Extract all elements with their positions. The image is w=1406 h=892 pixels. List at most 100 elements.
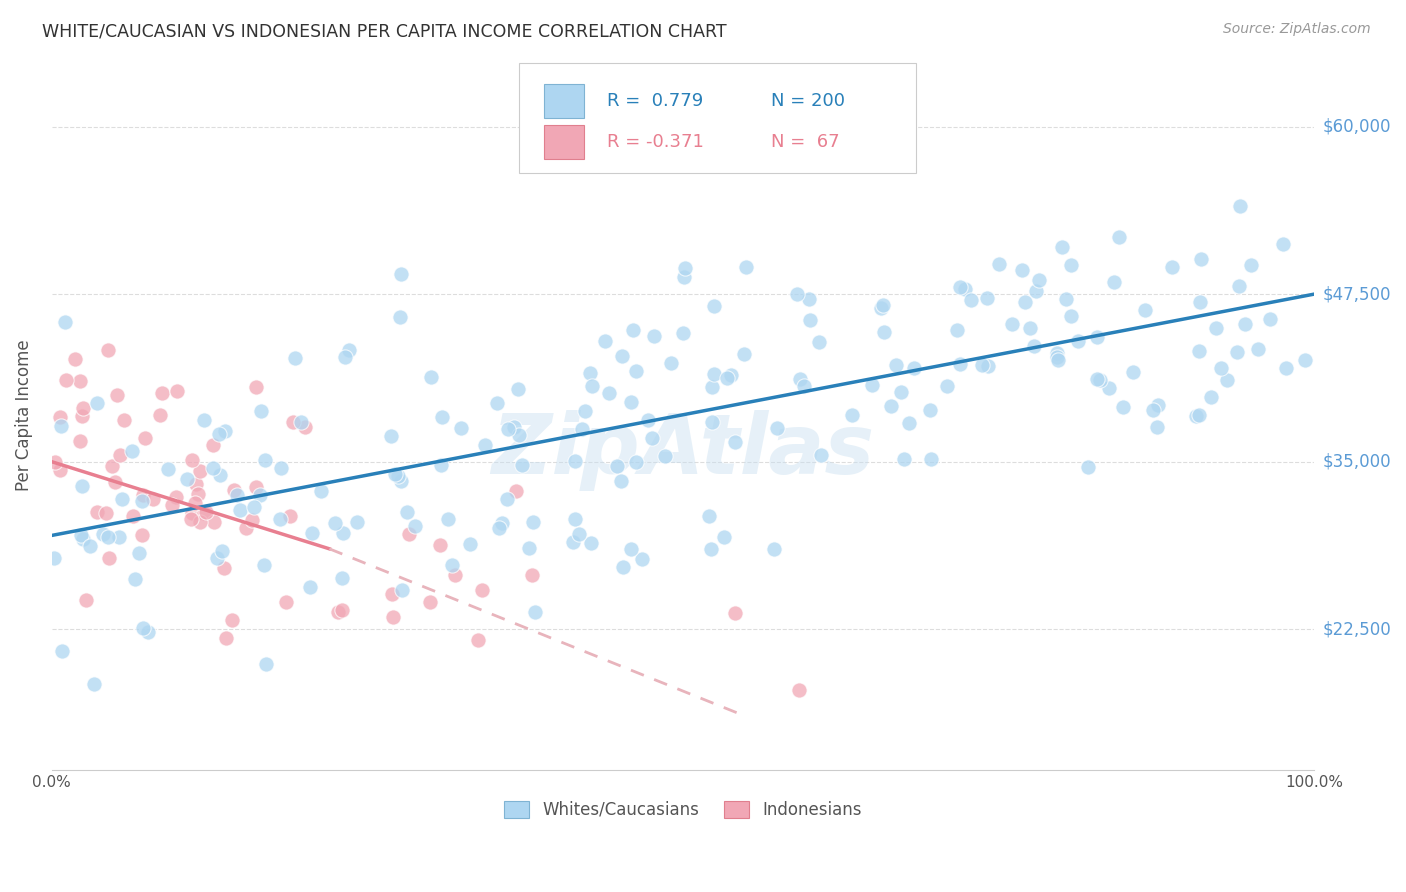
Point	[208, 467, 231, 482]
Point	[631, 552, 654, 566]
Point	[702, 380, 724, 394]
Point	[284, 351, 307, 365]
Point	[65, 352, 87, 367]
Point	[184, 476, 207, 491]
Point	[786, 286, 808, 301]
Point	[249, 488, 271, 502]
Point	[568, 527, 591, 541]
Point	[872, 297, 894, 311]
Point	[245, 380, 267, 394]
Point	[1046, 352, 1069, 367]
Point	[571, 422, 593, 436]
Point	[1160, 260, 1182, 274]
Point	[920, 452, 942, 467]
Text: $47,500: $47,500	[1322, 285, 1391, 303]
Point	[799, 312, 821, 326]
Point	[193, 413, 215, 427]
Point	[381, 609, 404, 624]
Point	[637, 413, 659, 427]
Point	[1258, 311, 1281, 326]
Point	[1050, 240, 1073, 254]
Point	[294, 420, 316, 434]
Point	[335, 350, 357, 364]
Point	[641, 431, 664, 445]
Point	[624, 364, 647, 378]
Point	[97, 531, 120, 545]
Text: $22,500: $22,500	[1322, 620, 1391, 639]
Point	[626, 455, 648, 469]
Point	[1046, 350, 1069, 364]
Point	[1275, 361, 1298, 376]
Point	[96, 506, 118, 520]
Point	[1205, 321, 1227, 335]
Point	[1226, 345, 1249, 359]
Legend: Whites/Caucasians, Indonesians: Whites/Caucasians, Indonesians	[498, 794, 869, 826]
Text: N =  67: N = 67	[770, 133, 839, 151]
Point	[254, 657, 277, 672]
Point	[131, 494, 153, 508]
Point	[430, 410, 453, 425]
Point	[1054, 292, 1077, 306]
Point	[724, 606, 747, 620]
Text: $35,000: $35,000	[1322, 453, 1391, 471]
Point	[91, 526, 114, 541]
Point	[221, 613, 243, 627]
Point	[188, 464, 211, 478]
Point	[207, 551, 229, 566]
Point	[222, 483, 245, 497]
Point	[187, 487, 209, 501]
Point	[396, 505, 419, 519]
Point	[564, 512, 586, 526]
Point	[870, 301, 893, 315]
Point	[281, 415, 304, 429]
Point	[672, 326, 695, 340]
Point	[212, 561, 235, 575]
Point	[1025, 285, 1047, 299]
Point	[1018, 320, 1040, 334]
Point	[180, 512, 202, 526]
Point	[387, 468, 409, 483]
Point	[70, 528, 93, 542]
Point	[948, 357, 970, 371]
Point	[880, 399, 903, 413]
Point	[389, 474, 412, 488]
Point	[1001, 317, 1024, 331]
Point	[97, 343, 120, 357]
Point	[86, 505, 108, 519]
Point	[860, 377, 883, 392]
Point	[254, 453, 277, 467]
Text: R = -0.371: R = -0.371	[607, 133, 704, 151]
Point	[1294, 352, 1316, 367]
Point	[1108, 230, 1130, 244]
Point	[70, 409, 93, 423]
Point	[458, 537, 481, 551]
Point	[517, 541, 540, 556]
Point	[581, 379, 603, 393]
Point	[703, 299, 725, 313]
Point	[659, 356, 682, 370]
Point	[1102, 275, 1125, 289]
Point	[724, 434, 747, 449]
Text: ZipAtlas: ZipAtlas	[491, 409, 875, 491]
Y-axis label: Per Capita Income: Per Capita Income	[15, 339, 32, 491]
Text: WHITE/CAUCASIAN VS INDONESIAN PER CAPITA INCOME CORRELATION CHART: WHITE/CAUCASIAN VS INDONESIAN PER CAPITA…	[42, 22, 727, 40]
Point	[202, 515, 225, 529]
Point	[183, 496, 205, 510]
Point	[491, 516, 513, 530]
Point	[787, 683, 810, 698]
Point	[1098, 382, 1121, 396]
Point	[229, 503, 252, 517]
Point	[1087, 329, 1109, 343]
Point	[700, 415, 723, 429]
Point	[1066, 334, 1088, 348]
Point	[398, 527, 420, 541]
Point	[1014, 295, 1036, 310]
Point	[1011, 263, 1033, 277]
Point	[467, 632, 489, 647]
Point	[419, 594, 441, 608]
Point	[290, 416, 312, 430]
Point	[128, 546, 150, 560]
Point	[124, 573, 146, 587]
Point	[346, 516, 368, 530]
Point	[75, 592, 97, 607]
